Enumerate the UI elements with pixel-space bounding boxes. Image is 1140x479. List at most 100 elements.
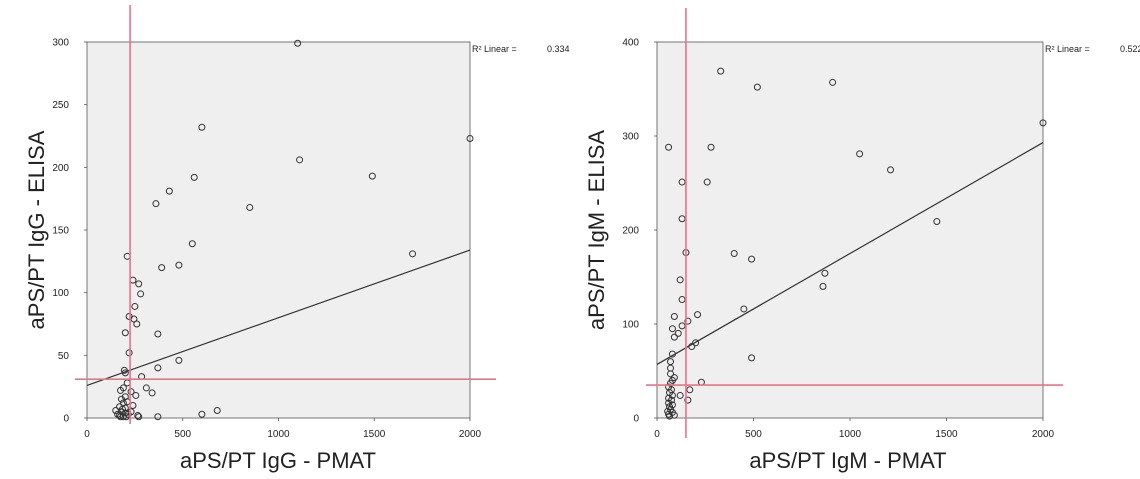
data-point	[154, 413, 162, 421]
data-point	[121, 329, 129, 337]
data-point	[135, 280, 143, 288]
data-point	[116, 411, 124, 419]
data-point	[717, 67, 725, 75]
data-point	[148, 389, 156, 397]
data-point	[703, 178, 711, 186]
data-point	[154, 330, 162, 338]
data-point	[132, 391, 140, 399]
data-point	[821, 269, 829, 277]
data-point	[667, 379, 675, 387]
data-point	[188, 240, 196, 248]
y-tick-label: 300	[622, 132, 639, 143]
data-point	[676, 276, 684, 284]
data-point	[409, 250, 417, 258]
x-tick-label: 1000	[267, 429, 290, 440]
y-tick-label: 400	[622, 38, 639, 49]
y-tick-label: 150	[52, 226, 69, 237]
data-point	[190, 173, 198, 181]
data-point	[674, 329, 682, 337]
fit-line	[86, 249, 471, 386]
data-point	[887, 166, 895, 174]
panel-igm: 0 100 200 300 400 0 500 1000 1500 2000 R² Linear =…	[584, 8, 1140, 473]
r2-label: R² Linear =	[1045, 44, 1090, 54]
x-axis-title: aPS/PT IgM - PMAT	[749, 448, 946, 473]
data-point	[670, 411, 678, 419]
data-point	[152, 200, 160, 208]
data-point	[117, 386, 125, 394]
data-point	[466, 135, 474, 143]
y-tick-label: 200	[622, 226, 639, 237]
data-point	[730, 250, 738, 257]
data-point	[707, 143, 715, 151]
data-point	[694, 311, 702, 319]
data-point	[158, 264, 166, 272]
y-axis-title: aPS/PT IgG - ELISA	[24, 130, 49, 329]
data-point	[127, 408, 135, 416]
x-tick-label: 0	[84, 429, 90, 440]
data-point	[198, 123, 206, 131]
data-point	[668, 325, 676, 333]
data-point	[684, 396, 692, 404]
y-tick-label: 200	[52, 163, 69, 174]
data-point	[213, 406, 221, 414]
data-point	[670, 333, 678, 341]
y-tick-label: 100	[622, 320, 639, 331]
data-point	[678, 215, 686, 223]
data-point	[246, 203, 254, 211]
data-point	[175, 356, 183, 364]
data-point	[134, 411, 142, 419]
data-point	[692, 339, 700, 347]
data-point	[688, 343, 696, 351]
data-point	[133, 320, 141, 328]
data-point	[678, 322, 686, 330]
fit-line	[656, 142, 1044, 365]
y-tick-label: 300	[52, 38, 69, 49]
data-point	[748, 354, 756, 362]
data-point	[122, 413, 130, 421]
x-tick-label: 1500	[935, 429, 958, 440]
r2-value: 0.334	[547, 44, 570, 54]
r2-label: R² Linear =	[472, 44, 517, 54]
data-point	[665, 143, 673, 151]
data-point	[125, 349, 133, 357]
data-point	[154, 364, 162, 372]
data-point	[131, 302, 139, 310]
y-tick-label: 0	[63, 414, 69, 425]
x-tick-label: 500	[745, 429, 762, 440]
data-point	[130, 315, 138, 323]
x-tick-label: 500	[174, 429, 191, 440]
y-tick-label: 50	[58, 351, 70, 362]
data-point	[127, 388, 135, 396]
data-point	[135, 413, 143, 421]
data-point	[748, 255, 756, 263]
data-point	[667, 358, 675, 366]
x-axis-title: aPS/PT IgG - PMAT	[180, 448, 376, 473]
plot-area	[656, 41, 1044, 419]
data-point	[676, 391, 684, 399]
data-point	[678, 178, 686, 186]
data-point	[175, 261, 183, 269]
y-axis-title: aPS/PT IgM - ELISA	[584, 130, 609, 330]
data-point	[142, 384, 150, 392]
data-point	[666, 412, 674, 420]
data-point	[137, 290, 145, 298]
x-tick-label: 1500	[363, 429, 386, 440]
data-point	[686, 386, 694, 394]
plot-area	[86, 41, 471, 419]
data-point	[121, 369, 129, 377]
data-point	[665, 399, 673, 407]
data-point	[198, 410, 206, 418]
y-tick-label: 250	[52, 100, 69, 111]
data-point	[119, 413, 127, 421]
data-point	[668, 350, 676, 358]
data-point	[856, 150, 864, 158]
data-point	[819, 282, 827, 290]
data-point	[933, 218, 941, 226]
y-tick-label: 0	[633, 414, 639, 425]
data-point	[117, 395, 125, 403]
data-point	[678, 296, 686, 304]
x-tick-label: 0	[654, 429, 660, 440]
r2-value: 0.522	[1120, 44, 1140, 54]
x-tick-label: 2000	[459, 429, 482, 440]
